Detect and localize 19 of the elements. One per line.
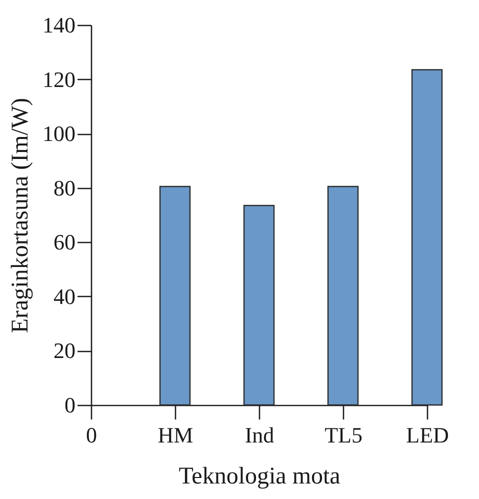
- x-tick-label: HM: [158, 422, 194, 448]
- bar: [327, 186, 359, 406]
- y-tick-label: 100: [42, 121, 76, 146]
- bar: [411, 69, 443, 406]
- x-tick-label: Ind: [244, 422, 274, 448]
- y-tick-label: 40: [54, 284, 76, 309]
- y-axis-title: Eraginkortasuna (Im/W): [8, 98, 34, 334]
- bar: [243, 204, 275, 406]
- bar: [159, 186, 191, 406]
- y-tick-label: 140: [42, 12, 76, 38]
- y-tick-label: 120: [42, 66, 76, 92]
- x-axis-title: Teknologia mota: [178, 464, 341, 490]
- x-tick-label: LED: [406, 422, 449, 448]
- y-tick-label: 0: [64, 392, 76, 418]
- x-tick-label: TL5: [324, 422, 362, 448]
- y-tick-label: 80: [54, 175, 76, 200]
- y-tick-label: 20: [54, 338, 76, 364]
- x-tick-label: 0: [86, 422, 97, 448]
- y-tick-label: 60: [54, 230, 76, 255]
